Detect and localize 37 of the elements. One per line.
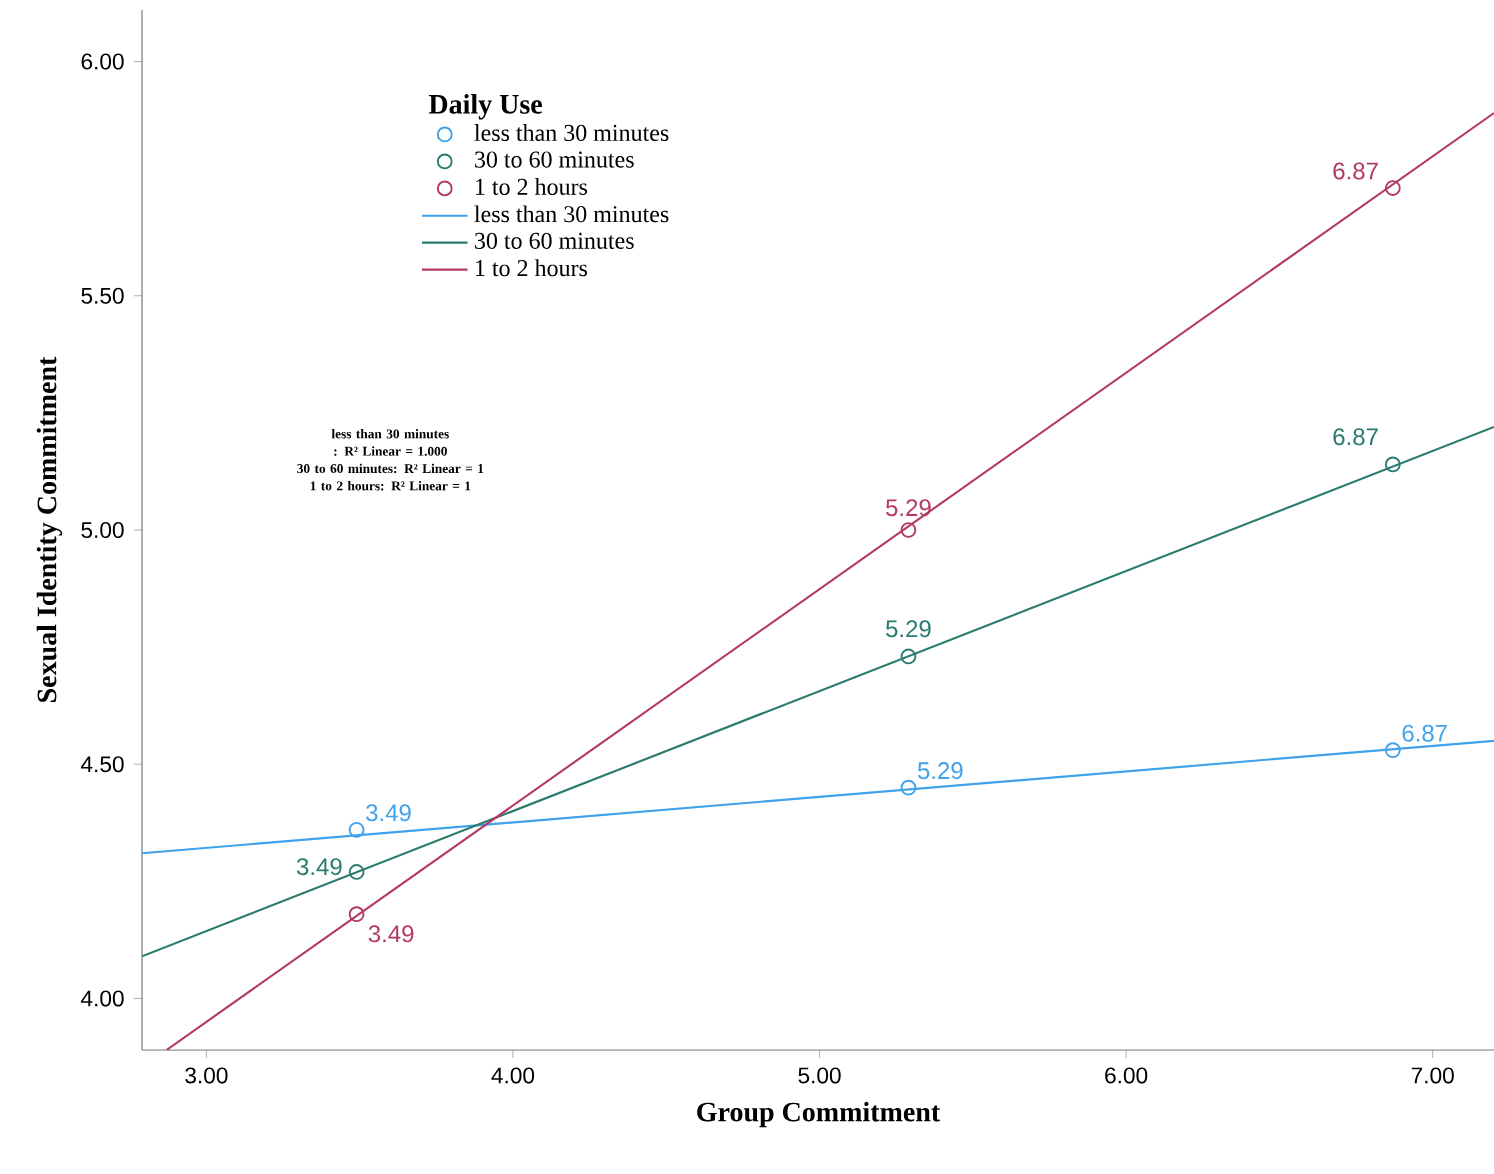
point (900, 522, 917, 538)
annotation: 3.49 (366, 804, 411, 822)
legend-label: 30 to 60 minutes (475, 232, 634, 249)
x-tick-label: 6.00 (1105, 1067, 1148, 1084)
x-tick-label: 5.00 (798, 1067, 841, 1084)
annotation: 6.87 (1333, 428, 1378, 446)
legend-label: less than 30 minutes (474, 205, 669, 223)
legend-title: Daily Use (428, 94, 542, 120)
point (348, 864, 365, 880)
point (1384, 742, 1401, 759)
annotation: 5.29 (886, 620, 931, 638)
annotation: 3.49 (296, 858, 342, 876)
legend-label: 30 to 60 minutes (475, 151, 634, 168)
y-tick-label: 5.50 (81, 287, 124, 304)
y-tick-label: 4.00 (80, 990, 124, 1007)
y-tick-label: 6.00 (81, 53, 124, 70)
point (1384, 180, 1401, 196)
x-tick-label: 7.00 (1411, 1067, 1454, 1084)
annotation: 5.29 (917, 762, 963, 780)
legend-label: 1 to 2 hours (476, 178, 588, 195)
y-tick-label: 4.50 (80, 756, 124, 773)
legend-label: less than 30 minutes (474, 124, 669, 142)
point (348, 821, 365, 838)
point (900, 648, 917, 665)
annotation: 3.49 (368, 925, 414, 943)
legend-label: 1 to 2 hours (476, 259, 588, 277)
annotation: 6.87 (1333, 162, 1378, 180)
point (900, 779, 917, 796)
x-tick-label: 3.00 (185, 1067, 228, 1084)
annotation: 6.87 (1402, 724, 1447, 742)
x-axis-title: Group Commitment (697, 1101, 941, 1128)
y-tick-label: 5.00 (81, 521, 124, 539)
point (1384, 456, 1401, 473)
y-axis-title: Sexual Identity Commitment (36, 356, 63, 702)
point (348, 906, 365, 923)
x-tick-label: 4.00 (491, 1067, 535, 1084)
annotation: 5.29 (886, 499, 931, 517)
